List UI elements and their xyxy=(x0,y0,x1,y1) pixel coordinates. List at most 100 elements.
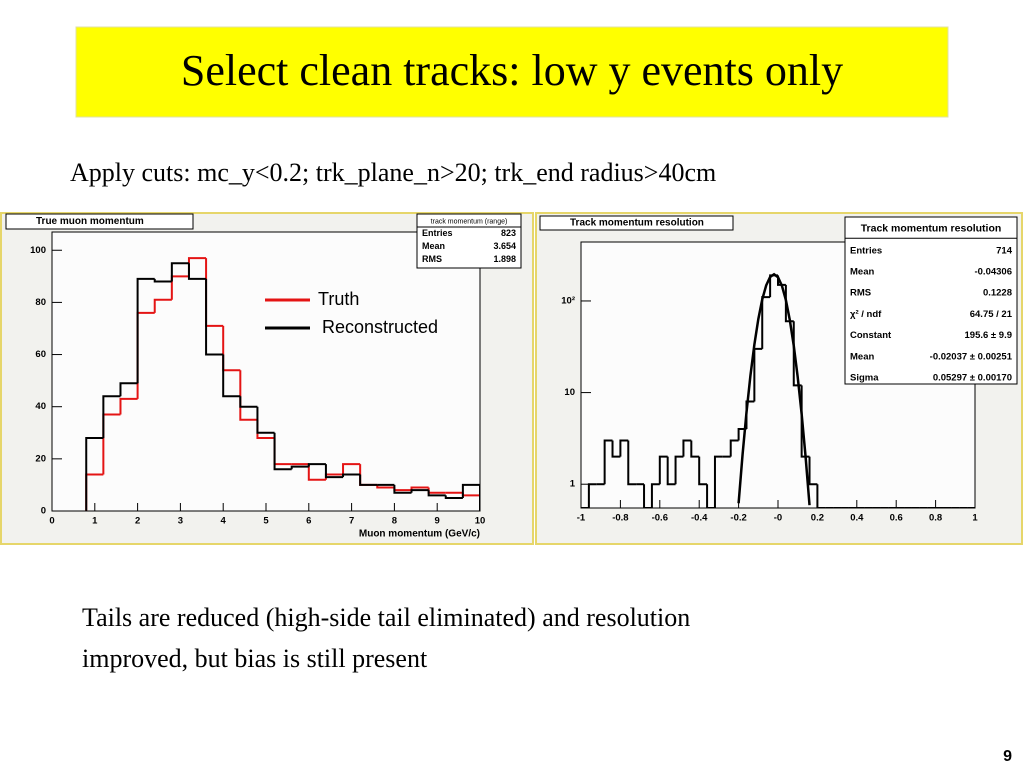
histogram-bin xyxy=(808,456,818,486)
histogram-bin xyxy=(682,439,692,457)
x-tick-label: 6 xyxy=(306,516,311,527)
x-tick-label: 8 xyxy=(392,516,397,527)
histogram-bin xyxy=(359,474,378,486)
histogram-bin xyxy=(706,484,715,508)
histogram-bin xyxy=(153,278,172,283)
x-tick-label: 0.6 xyxy=(890,513,903,524)
body-text: Tails are reduced (high-side tail elimin… xyxy=(82,603,690,632)
legend-label: Reconstructed xyxy=(322,317,438,337)
histogram-bin xyxy=(239,370,258,421)
histogram-bin xyxy=(650,483,660,508)
x-tick-label: -0.4 xyxy=(691,513,708,524)
stats-value: -0.02037 ± 0.00251 xyxy=(930,351,1013,362)
x-tick-label: -0 xyxy=(774,513,782,524)
histogram-bin xyxy=(643,484,652,508)
stats-label: Entries xyxy=(850,245,882,256)
subtitle: Apply cuts: mc_y<0.2; trk_plane_n>20; tr… xyxy=(70,158,716,187)
plot-area xyxy=(51,231,481,512)
stats-value: 823 xyxy=(501,228,516,238)
x-axis-label: Muon momentum (GeV/c) xyxy=(359,529,480,540)
chart-title: True muon momentum xyxy=(36,216,144,227)
x-tick-label: 5 xyxy=(263,516,269,527)
histogram-bin xyxy=(461,483,480,511)
x-tick-label: 7 xyxy=(349,516,354,527)
histogram-bin xyxy=(187,263,207,280)
histogram-bin xyxy=(119,397,138,415)
x-tick-label: 3 xyxy=(178,516,183,527)
x-tick-label: 1 xyxy=(92,516,98,527)
x-tick-label: -0.6 xyxy=(652,513,668,524)
histogram-bin xyxy=(690,440,700,458)
histogram-bin xyxy=(444,495,463,499)
stats-value: 714 xyxy=(996,245,1013,256)
title-box xyxy=(5,213,194,230)
y-tick-label: 1 xyxy=(570,479,576,490)
x-tick-label: 0.8 xyxy=(929,513,942,524)
histogram-bin xyxy=(324,464,344,479)
histogram-bin xyxy=(136,277,155,384)
histogram-bin xyxy=(290,465,309,470)
x-tick-label: 0 xyxy=(49,516,54,527)
histogram-bin xyxy=(170,262,189,282)
stats-label: Mean xyxy=(850,267,874,278)
stats-label: Mean xyxy=(422,241,445,251)
histogram-bin xyxy=(410,489,429,493)
stats-value: -0.04306 xyxy=(974,267,1012,278)
y-tick-label: 40 xyxy=(35,401,46,412)
stats-label: χ² / ndf xyxy=(850,309,882,320)
stats-value: 0.05297 ± 0.00170 xyxy=(933,373,1012,384)
x-tick-label: 1 xyxy=(972,513,978,524)
chart-title: Track momentum resolution xyxy=(570,218,704,229)
histogram-bin xyxy=(627,440,637,486)
stats-label: Sigma xyxy=(850,373,879,384)
stats-box xyxy=(844,216,1018,385)
page-number: 9 xyxy=(1003,748,1012,765)
histogram-bin xyxy=(729,439,739,457)
histogram-bin xyxy=(816,484,826,508)
histogram-bin xyxy=(619,439,629,457)
histogram-bin xyxy=(427,490,446,497)
x-tick-label: 9 xyxy=(435,516,440,527)
stats-value: 3.654 xyxy=(493,241,516,251)
histogram-bin xyxy=(273,432,292,471)
histogram-bin xyxy=(587,483,597,508)
stats-box xyxy=(416,213,522,269)
stats-value: 0.1228 xyxy=(983,288,1012,299)
histogram-bin xyxy=(222,354,241,398)
x-tick-label: 0.2 xyxy=(811,513,824,524)
histogram-bin xyxy=(713,455,723,508)
histogram-bin xyxy=(307,464,326,481)
histogram-bin xyxy=(603,439,613,485)
histogram-bin xyxy=(658,455,668,485)
y-tick-label: 60 xyxy=(35,349,46,360)
histogram-bin xyxy=(611,440,621,458)
stats-label: RMS xyxy=(422,254,442,264)
histogram-bin xyxy=(85,436,104,511)
x-tick-label: 10 xyxy=(475,516,486,527)
histogram-bin xyxy=(393,484,412,494)
legend-label: Truth xyxy=(318,289,359,309)
body-text: improved, but bias is still present xyxy=(82,644,428,673)
x-tick-label: 2 xyxy=(135,516,140,527)
stats-label: Constant xyxy=(850,330,892,341)
histogram-bin xyxy=(307,463,326,467)
y-tick-label: 80 xyxy=(35,297,46,308)
stats-title: Track momentum resolution xyxy=(861,222,1002,234)
histogram-bin xyxy=(342,473,361,478)
y-tick-label: 100 xyxy=(30,245,46,256)
stats-value: 1.898 xyxy=(493,254,516,264)
y-tick-label: 20 xyxy=(35,453,46,464)
x-tick-label: 0.4 xyxy=(850,513,864,524)
fit-curve xyxy=(737,272,811,506)
stats-label: RMS xyxy=(850,288,871,299)
slide-title: Select clean tracks: low y events only xyxy=(181,46,843,95)
histogram-bin xyxy=(666,456,676,486)
stats-title: track momentum (range) xyxy=(431,218,508,225)
histogram-bin xyxy=(698,456,708,486)
histogram-bin xyxy=(102,395,121,438)
y-tick-label: 10 xyxy=(564,387,575,398)
histogram-bin xyxy=(119,382,138,397)
title-box xyxy=(539,215,734,231)
histogram-bin xyxy=(239,396,258,408)
